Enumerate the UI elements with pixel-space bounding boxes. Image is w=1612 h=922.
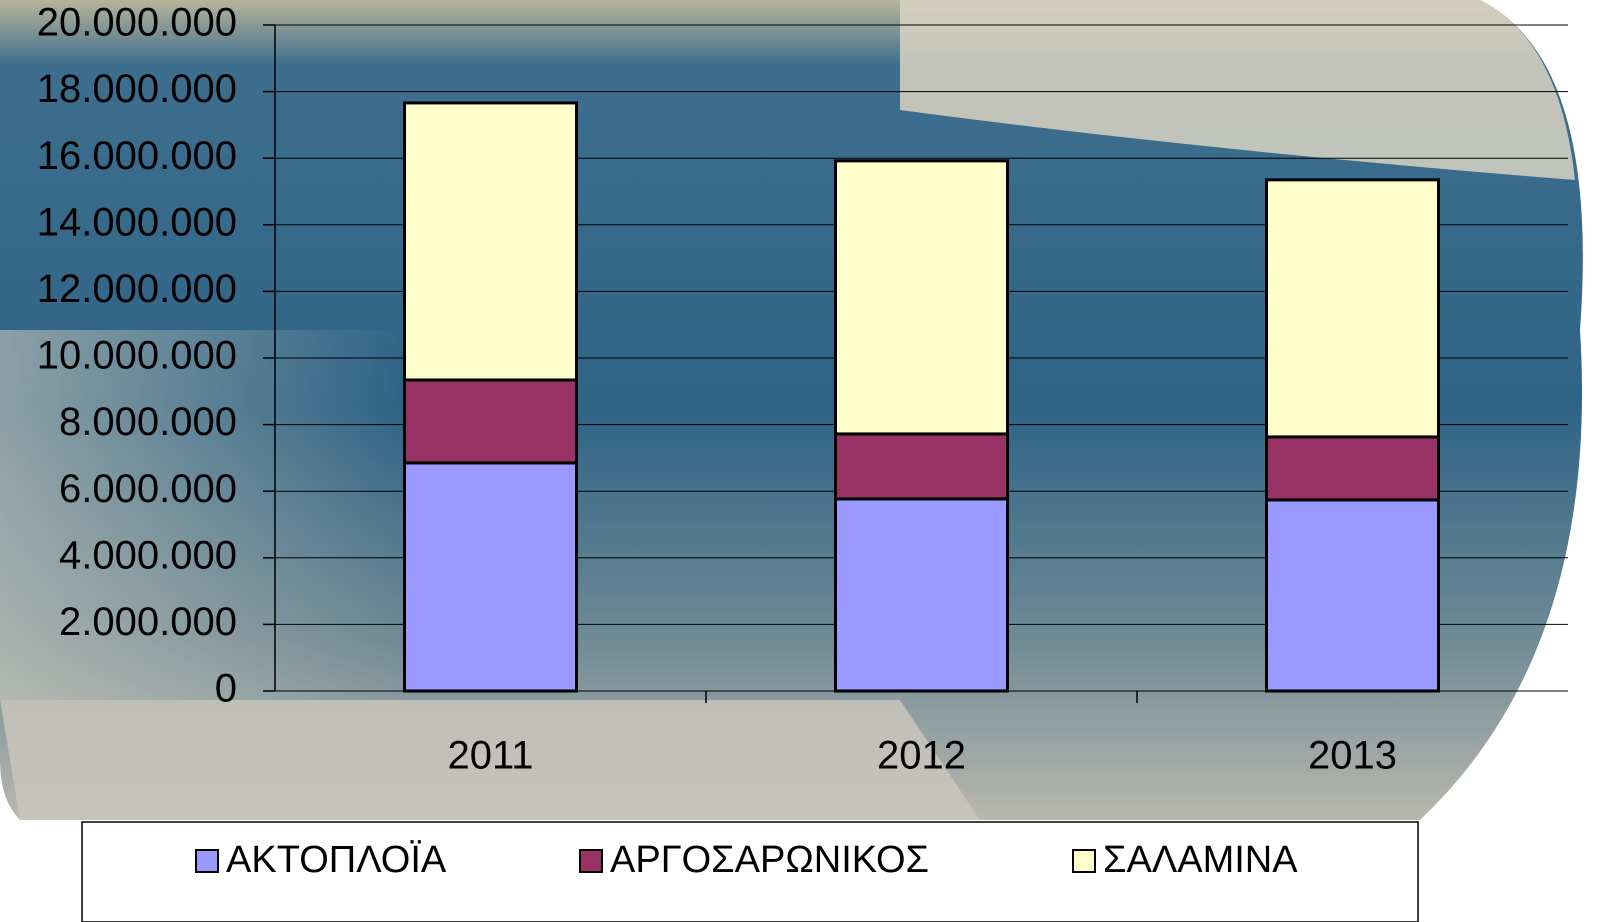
bar-segment	[403, 378, 578, 465]
y-tick-label: 6.000.000	[59, 467, 237, 511]
bar-segment	[403, 101, 578, 382]
bar-segment	[834, 159, 1009, 436]
legend-swatch	[195, 849, 219, 873]
legend-label: ΑΚΤΟΠΛΟΪΑ	[226, 839, 447, 881]
bar-segment	[834, 432, 1009, 501]
y-tick-label: 20.000.000	[37, 1, 237, 45]
background-shore	[0, 330, 400, 700]
bar-segment	[1265, 178, 1440, 439]
y-tick-label: 12.000.000	[37, 267, 237, 311]
y-tick-label: 14.000.000	[37, 200, 237, 244]
y-tick-label: 4.000.000	[59, 533, 237, 577]
legend-box	[81, 821, 1419, 922]
background-pier	[0, 700, 980, 820]
legend-label: ΣΑΛΑΜΙΝΑ	[1103, 839, 1298, 881]
legend-swatch	[579, 849, 603, 873]
y-tick-label: 18.000.000	[37, 67, 237, 111]
x-tick-label: 2011	[447, 734, 533, 778]
bar-segment	[1265, 498, 1440, 693]
y-tick-label: 0	[215, 667, 237, 711]
bar-segment	[1265, 435, 1440, 502]
x-tick-label: 2012	[877, 734, 966, 778]
legend-swatch	[1072, 849, 1096, 873]
y-tick-label: 8.000.000	[59, 400, 237, 444]
y-tick-label: 2.000.000	[59, 600, 237, 644]
bar-segment	[834, 497, 1009, 693]
y-tick-label: 10.000.000	[37, 334, 237, 378]
bar-segment	[403, 461, 578, 693]
background-city	[900, 0, 1575, 180]
y-tick-label: 16.000.000	[37, 134, 237, 178]
legend-label: ΑΡΓΟΣΑΡΩΝΙΚΟΣ	[610, 839, 929, 881]
x-tick-label: 2013	[1308, 734, 1397, 778]
